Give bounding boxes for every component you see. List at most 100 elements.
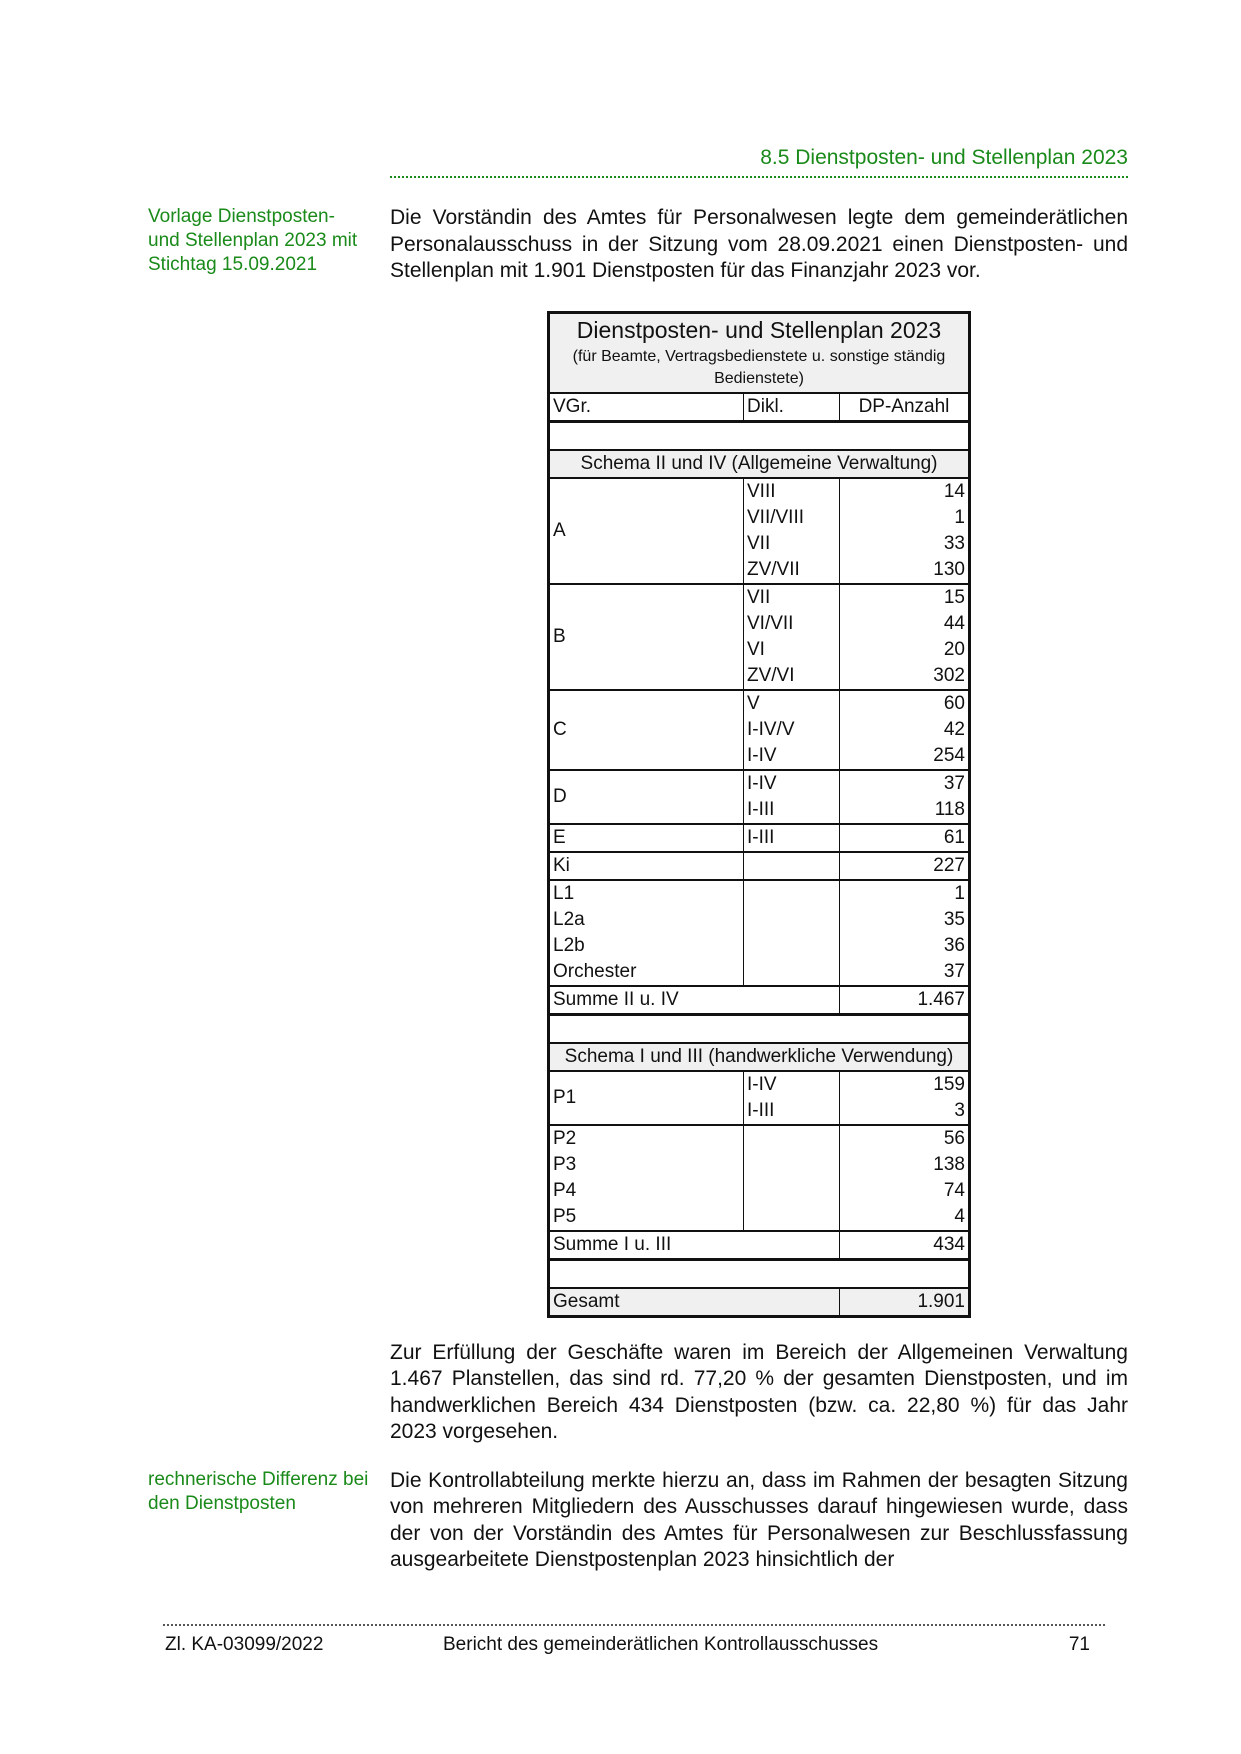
vgr-cell: Ki: [548, 850, 744, 880]
intro-row: Vorlage Dienstposten- und Stellenplan 20…: [148, 205, 1128, 285]
section-label: Schema I und III (handwerkliche Verwendu…: [548, 1041, 970, 1072]
vgr-cell: E: [548, 822, 744, 852]
table-row: P4 74: [549, 1177, 970, 1204]
total-row: Gesamt 1.901: [548, 1286, 970, 1316]
dikl-cell: I-IV: [743, 742, 840, 770]
sum-row: Summe II u. IV 1.467: [548, 984, 970, 1014]
dp-count-cell: 3: [839, 1097, 970, 1125]
total-label: Gesamt: [548, 1286, 840, 1316]
table-row: ZV/VI 302: [549, 662, 970, 690]
table-row: D I-IV 37: [548, 768, 970, 824]
section-header-row: Schema II und IV (Allgemeine Verwaltung): [548, 448, 970, 479]
vgr-cell: P1: [553, 1086, 577, 1108]
vgr-cell: Orchester: [553, 960, 637, 982]
dikl-cell: I-III: [743, 1097, 840, 1125]
difference-row: rechnerische Differenz bei den Dienstpos…: [148, 1468, 1128, 1574]
paragraph-intro: Die Vorständin des Amtes für Personalwes…: [390, 206, 1128, 282]
sidenote-differenz: rechnerische Differenz bei den Dienstpos…: [148, 1468, 369, 1514]
staffing-plan-table: Dienstposten- und Stellenplan 2023 (für …: [547, 310, 971, 1318]
rule-cell: [548, 1257, 970, 1288]
dp-count-cell: 35: [839, 906, 970, 933]
main-content: Vorlage Dienstposten- und Stellenplan 20…: [148, 205, 1128, 1574]
sidenote-vorlage: Vorlage Dienstposten- und Stellenplan 20…: [148, 206, 358, 275]
table-row: ZV/VII 130: [549, 556, 970, 584]
footer-title: Bericht des gemeinderätlichen Kontrollau…: [443, 1634, 879, 1655]
dikl-cell: I-IV: [743, 768, 840, 797]
dikl-cell: VIII: [743, 477, 840, 505]
table-row: A VIII 14: [549, 477, 970, 541]
dikl-cell: ZV/VII: [743, 556, 840, 584]
table-row: I-III 3: [549, 1097, 970, 1125]
vgr-cell: A: [553, 519, 566, 541]
table-row: VII/VIII 1: [549, 504, 970, 531]
dp-count-cell: 138: [839, 1151, 970, 1178]
vgr-cell: L2a: [553, 908, 585, 930]
table-row: L1 1: [548, 878, 970, 986]
double-rule: [548, 419, 970, 450]
paragraph-distribution: Zur Erfüllung der Geschäfte waren im Ber…: [390, 1340, 1128, 1444]
total-value: 1.901: [839, 1286, 970, 1316]
col-header-dp: DP-Anzahl: [839, 391, 970, 421]
dikl-cell: ZV/VI: [743, 662, 840, 690]
dikl-cell: VI/VII: [743, 610, 840, 637]
dikl-cell: VI: [743, 636, 840, 663]
table-subtitle: (für Beamte, Vertragsbedienstete u. sons…: [572, 347, 946, 387]
dikl-cell: I-IV/V: [743, 716, 840, 743]
table-row: L2b 36: [549, 932, 970, 959]
table-row: I-IV/V 42: [549, 716, 970, 743]
dp-count-cell: 37: [839, 768, 970, 797]
sum-label: Summe II u. IV: [548, 984, 840, 1014]
sum-value: 434: [839, 1229, 970, 1259]
dp-count-cell: 36: [839, 932, 970, 959]
vgr-cell: D: [548, 768, 744, 824]
page-number: 71: [1068, 1634, 1090, 1655]
dikl-cell: I-III: [743, 822, 840, 852]
vgr-cell: P2: [548, 1123, 744, 1152]
paragraph-kontrollabteilung: Die Kontrollabteilung merkte hierzu an, …: [390, 1468, 1128, 1572]
dikl-cell: V: [743, 688, 840, 717]
dp-count-cell: 254: [839, 742, 970, 770]
rule-cell: [548, 1012, 970, 1043]
sum-row: Summe I u. III 434: [548, 1229, 970, 1259]
vgr-cell: P5: [553, 1205, 577, 1227]
table-row: Ki 227: [548, 850, 970, 880]
dp-count-cell: 33: [839, 530, 970, 557]
sum-value: 1.467: [839, 984, 970, 1014]
dikl-cell: VII: [743, 530, 840, 557]
dp-count-cell: 130: [839, 556, 970, 584]
table-row: E I-III 61: [548, 822, 970, 852]
vgr-cell: C: [548, 688, 744, 770]
sum-label: Summe I u. III: [548, 1229, 840, 1259]
vgr-cell: P3: [553, 1153, 577, 1175]
dp-count-cell: 4: [839, 1203, 970, 1231]
dp-count-cell: 227: [839, 850, 970, 880]
section-header: 8.5 Dienstposten- und Stellenplan 2023: [390, 146, 1128, 178]
table-title-cell: Dienstposten- und Stellenplan 2023 (für …: [548, 312, 970, 393]
dp-count-cell: 42: [839, 716, 970, 743]
dp-count-cell: 302: [839, 662, 970, 690]
column-header-row: VGr. Dikl. DP-Anzahl: [548, 391, 970, 421]
table-row: VII 33: [549, 530, 970, 557]
dikl-cell: VII: [743, 582, 840, 611]
table-row: L2a 35: [549, 906, 970, 933]
table-row: P1 I-IV 159: [549, 1070, 970, 1108]
dp-count-cell: 15: [839, 582, 970, 611]
section-header-row: Schema I und III (handwerkliche Verwendu…: [548, 1041, 970, 1072]
dp-count-cell: 118: [839, 796, 970, 824]
section-label: Schema II und IV (Allgemeine Verwaltung): [548, 448, 970, 479]
dp-count-cell: 74: [839, 1177, 970, 1204]
dp-count-cell: 20: [839, 636, 970, 663]
table-row: VI/VII 44: [549, 610, 970, 637]
dp-count-cell: 44: [839, 610, 970, 637]
table-row: I-IV 254: [549, 742, 970, 770]
dp-count-cell: 14: [839, 477, 970, 505]
table-row: P3 138: [549, 1151, 970, 1178]
table-title: Dienstposten- und Stellenplan 2023: [576, 316, 942, 343]
dikl-cell-empty: [743, 878, 840, 986]
dikl-cell: I-IV: [743, 1070, 840, 1098]
double-rule: [548, 1257, 970, 1288]
table-row: P2 56: [548, 1123, 970, 1231]
footer-reference: Zl. KA-03099/2022: [165, 1634, 324, 1655]
table-title-row: Dienstposten- und Stellenplan 2023 (für …: [548, 312, 970, 393]
rule-cell: [548, 419, 970, 450]
